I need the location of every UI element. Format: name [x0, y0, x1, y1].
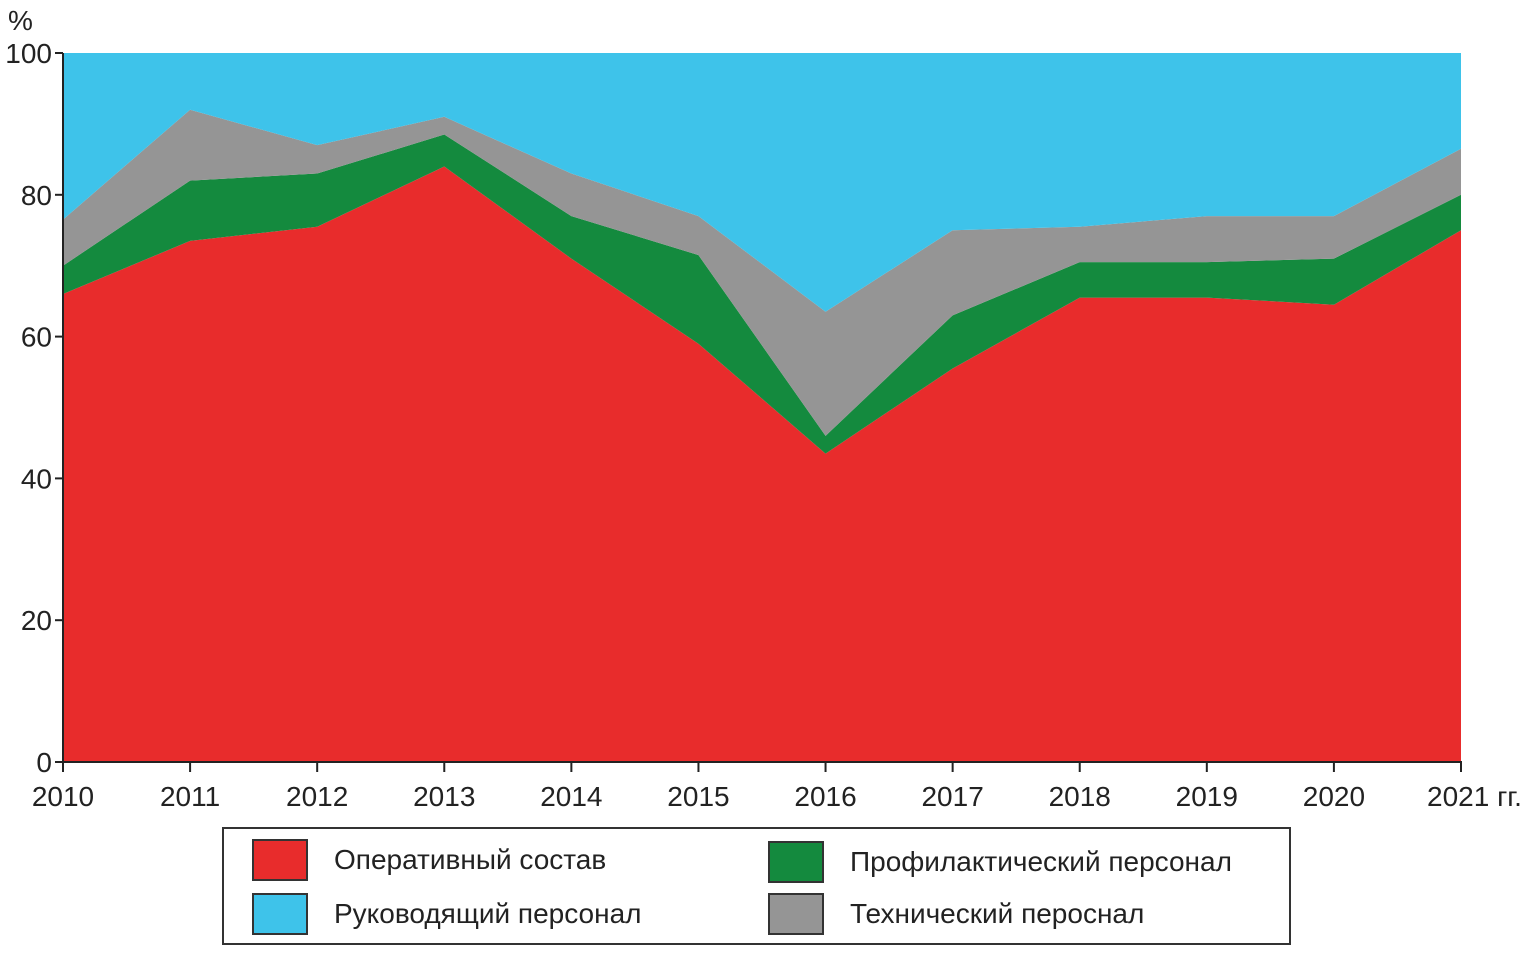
- legend-item-preventive: Профилактический персонал: [768, 841, 1232, 883]
- legend-item-operative: Оперативный состав: [252, 839, 606, 881]
- y-tick-label: 0: [36, 747, 52, 778]
- x-tick-label: 2013: [413, 781, 475, 812]
- x-tick-label: 2012: [286, 781, 348, 812]
- x-tick-label: 2020: [1303, 781, 1365, 812]
- legend-label: Руководящий персонал: [334, 898, 642, 929]
- legend-swatch: [768, 841, 824, 883]
- x-tick-label: 2014: [540, 781, 602, 812]
- legend-label: Профилактический персонал: [850, 846, 1232, 877]
- legend-swatch: [768, 893, 824, 935]
- area-series-2: [63, 109, 1461, 436]
- legend-label: Оперативный состав: [334, 844, 607, 875]
- y-tick-label: 80: [21, 180, 52, 211]
- y-tick-label: 60: [21, 322, 52, 353]
- x-tick-label: 2010: [32, 781, 94, 812]
- stacked-area-chart: 0 20 40 60 80 100 2010 2011 2012 2013 2014 2015 201…: [5, 5, 1522, 812]
- legend-swatch: [252, 839, 308, 881]
- area-series-0: [63, 166, 1461, 762]
- x-tick-label: 2019: [1176, 781, 1238, 812]
- legend: Оперативный состав Профилактический перс…: [222, 827, 1291, 945]
- y-tick-label: 20: [21, 605, 52, 636]
- x-tick-label: 2021 гг.: [1427, 781, 1522, 812]
- x-tick-label: 2017: [921, 781, 983, 812]
- y-tick-label: 100: [5, 38, 52, 69]
- legend-item-management: Руководящий персонал: [252, 893, 642, 935]
- area-series-3: [63, 53, 1461, 312]
- legend-label: Технический пероснал: [850, 898, 1145, 929]
- y-tick-label: 40: [21, 463, 52, 494]
- area-series-1: [63, 134, 1461, 454]
- legend-swatch: [252, 893, 308, 935]
- y-axis-label: %: [8, 5, 33, 36]
- x-tick-label: 2018: [1049, 781, 1111, 812]
- x-tick-label: 2011: [160, 781, 220, 812]
- x-tick-label: 2016: [794, 781, 856, 812]
- legend-item-technical: Технический пероснал: [768, 893, 1144, 935]
- x-tick-label: 2015: [667, 781, 729, 812]
